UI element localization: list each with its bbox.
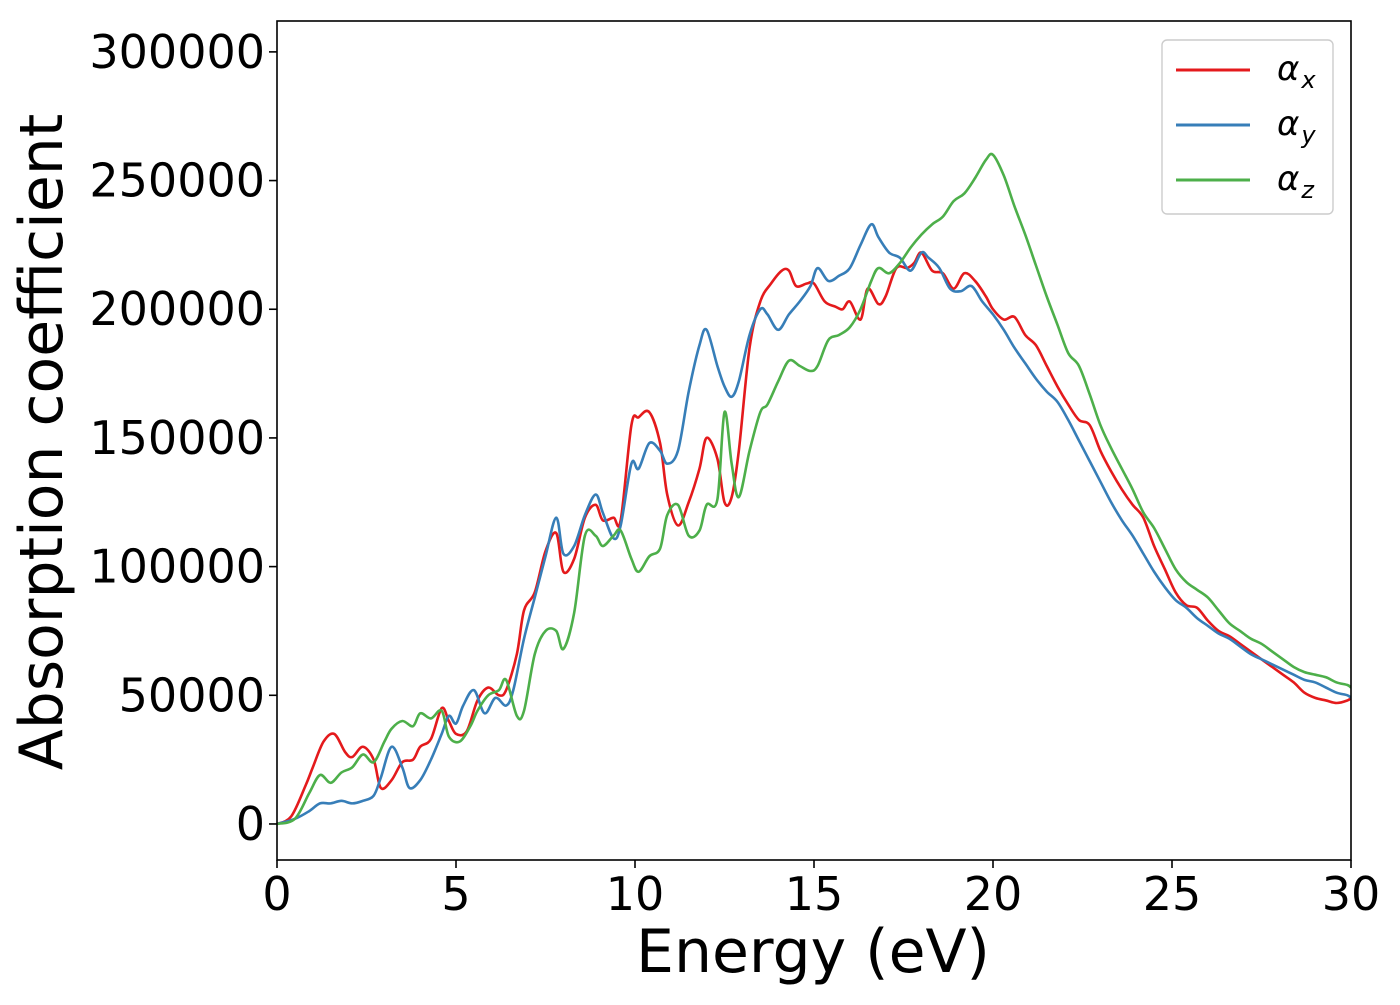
series-line-x	[277, 251, 1351, 826]
legend-label-y: αy	[1277, 104, 1316, 149]
x-tick-label: 10	[606, 867, 665, 921]
legend-label-subscript: x	[1300, 66, 1316, 94]
y-tick-label: 300000	[89, 25, 265, 79]
x-tick-label: 0	[262, 867, 291, 921]
x-tick-label: 30	[1322, 867, 1381, 921]
series-line-z	[277, 152, 1351, 826]
legend-label-x: αx	[1277, 49, 1316, 94]
y-tick-label: 100000	[89, 540, 265, 594]
y-tick-label: 0	[236, 797, 265, 851]
legend-label-alpha: α	[1277, 104, 1299, 144]
y-tick-label: 200000	[89, 282, 265, 336]
x-tick-label: 5	[441, 867, 470, 921]
x-tick-label: 15	[785, 867, 844, 921]
x-tick-label: 20	[964, 867, 1023, 921]
y-tick-label: 150000	[89, 411, 265, 465]
legend-label-subscript: z	[1300, 176, 1315, 204]
plot-area	[277, 152, 1351, 826]
legend-label-alpha: α	[1277, 159, 1299, 199]
x-axis-title: Energy (eV)	[636, 917, 990, 987]
legend-box	[1161, 39, 1334, 215]
legend-label-subscript: y	[1300, 121, 1316, 149]
y-tick-label: 250000	[89, 154, 265, 208]
y-axis-title: Absorption coefficient	[7, 114, 77, 771]
legend-label-z: αz	[1277, 159, 1315, 204]
y-tick-label: 50000	[119, 668, 265, 722]
series-line-y	[277, 223, 1351, 826]
axes: 0 5 10 15 20 25 30 0 50000 100000 150000 200000 2500…	[89, 20, 1381, 921]
legend-label-alpha: α	[1277, 49, 1299, 89]
x-tick-label: 25	[1143, 867, 1202, 921]
